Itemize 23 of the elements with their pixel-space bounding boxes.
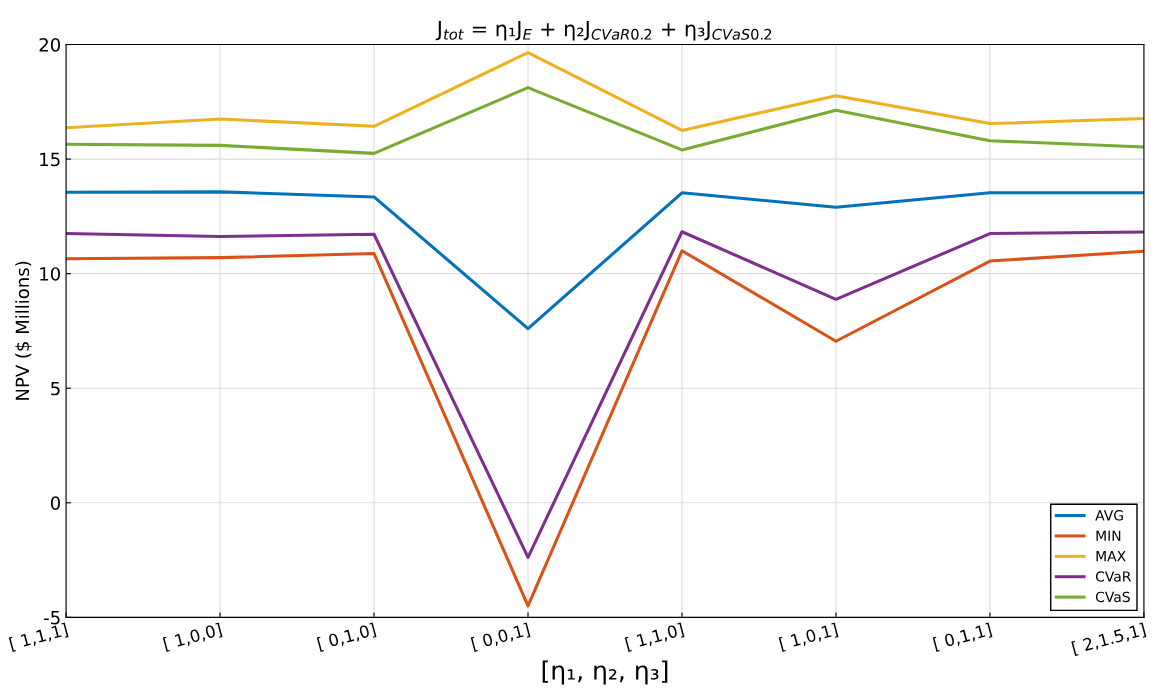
y-axis-title: NPV ($ Millions) bbox=[15, 261, 32, 400]
line-series bbox=[66, 51, 1144, 132]
y-tick-label: 5 bbox=[51, 381, 60, 396]
x-axis-title: [η₁, η₂, η₃] bbox=[542, 660, 668, 685]
x-tick-label: [ 1,0,0] bbox=[162, 622, 223, 652]
legend-label: CVaR bbox=[1095, 571, 1132, 582]
legend-label: CVaS bbox=[1095, 591, 1130, 603]
legend-label: MAX bbox=[1096, 551, 1126, 562]
line-series bbox=[66, 86, 1144, 155]
x-tick-label: [ 1,1,0] bbox=[624, 622, 685, 652]
y-tick-label: 20 bbox=[39, 38, 60, 52]
line-series bbox=[66, 249, 1144, 608]
x-tick-label: [ 1,0,1] bbox=[778, 622, 839, 652]
y-tick-label: 15 bbox=[40, 152, 60, 167]
legend-label: AVG bbox=[1095, 510, 1123, 521]
legend-label: MIN bbox=[1096, 530, 1121, 541]
x-tick-label: [ 0,0,1] bbox=[470, 622, 531, 652]
chart-title: J$_{tot}$ = η₁J$_{E}$ + η₂J$_{CVaR0.2}$ + η₃J$_{CVaS0.2}$ bbox=[435, 21, 772, 41]
x-tick-label: [ 0,1,1] bbox=[932, 622, 993, 652]
y-tick-label: 0 bbox=[50, 496, 60, 510]
y-tick-label: 10 bbox=[40, 267, 60, 281]
x-tick-label: [ 0,1,0] bbox=[316, 622, 377, 652]
line-series bbox=[66, 190, 1144, 331]
